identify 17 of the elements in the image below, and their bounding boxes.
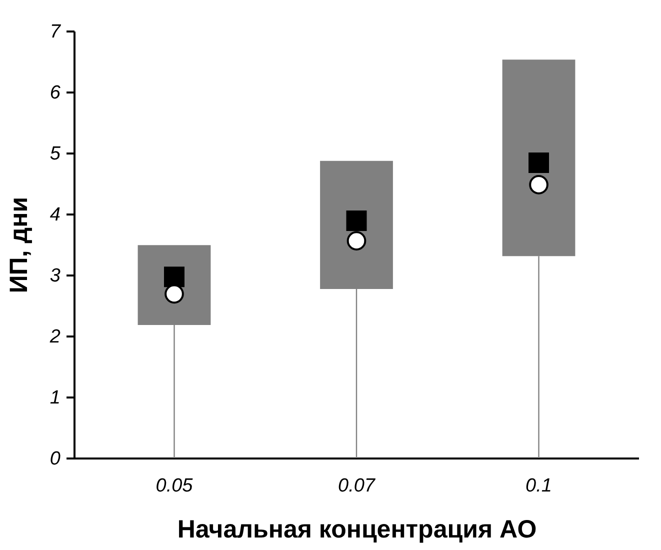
point xyxy=(528,152,550,174)
point xyxy=(529,175,548,194)
x-tick-label: 0.07 xyxy=(338,476,376,496)
y-tick-label: 5 xyxy=(50,144,61,164)
y-tick-label: 7 xyxy=(50,22,62,42)
point xyxy=(346,231,366,250)
y-tick-label: 3 xyxy=(50,266,61,286)
x-axis-title: Начальная концентрация АО xyxy=(177,516,537,544)
y-tick-label: 0 xyxy=(50,448,61,470)
y-axis-title: ИП, дни xyxy=(4,196,33,294)
point xyxy=(346,210,367,231)
y-tick-label: 1 xyxy=(50,388,60,408)
x-tick-label: 0.05 xyxy=(156,476,194,496)
y-tick-label: 4 xyxy=(50,204,60,226)
y-tick-label: 6 xyxy=(50,82,61,104)
x-tick-label: 0.1 xyxy=(526,476,552,496)
y-tick-label: 2 xyxy=(48,326,61,348)
